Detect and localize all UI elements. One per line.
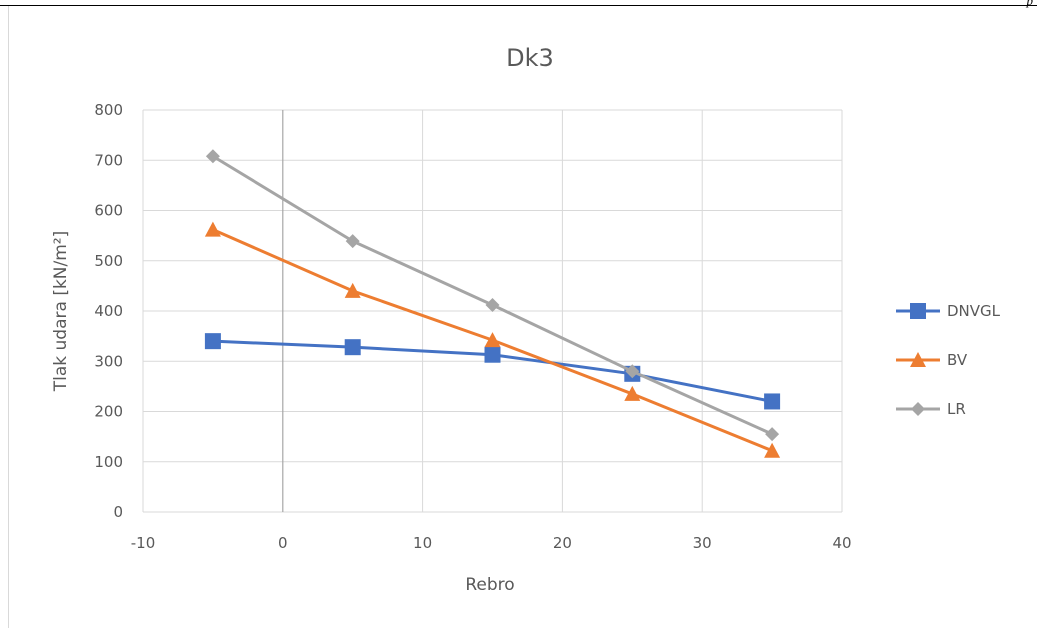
legend-marker-dnvgl <box>910 303 926 319</box>
y-tick-label: 500 <box>94 252 123 270</box>
x-axis-title: Rebro <box>465 575 514 595</box>
y-axis-title: Tlak udara [kN/m²] <box>51 231 71 393</box>
data-point-bv <box>484 332 501 348</box>
data-point-bv <box>624 385 641 401</box>
legend: DNVGL BV LR <box>896 302 1001 418</box>
x-tick-label: 30 <box>693 534 712 552</box>
y-tick-label: 200 <box>94 403 123 421</box>
data-point-lr <box>205 149 220 164</box>
x-tick-label: -10 <box>131 534 156 552</box>
series-lr <box>205 149 780 442</box>
legend-item-dnvgl: DNVGL <box>896 302 1001 320</box>
y-tick-labels: 0 100 200 300 400 500 600 700 800 <box>94 101 123 521</box>
data-point-dnvgl <box>344 339 361 356</box>
legend-marker-bv <box>910 352 926 367</box>
data-point-lr <box>625 364 640 379</box>
series-group <box>204 149 781 458</box>
chart-frame-left-edge <box>8 6 9 628</box>
y-tick-label: 800 <box>94 101 123 119</box>
y-tick-label: 400 <box>94 302 123 320</box>
legend-item-lr: LR <box>896 400 966 418</box>
x-tick-label: 40 <box>832 534 851 552</box>
data-point-bv <box>344 282 361 298</box>
y-tick-label: 600 <box>94 202 123 220</box>
chart-title: Dk3 <box>506 44 554 72</box>
series-line-lr <box>212 154 773 436</box>
data-point-lr <box>765 427 780 442</box>
legend-label-bv: BV <box>947 351 968 369</box>
data-point-dnvgl <box>764 393 781 410</box>
legend-label-lr: LR <box>947 400 966 418</box>
page-corner-mark: p <box>1026 0 1034 8</box>
x-tick-label: 20 <box>553 534 572 552</box>
x-tick-label: 10 <box>413 534 432 552</box>
legend-item-bv: BV <box>896 351 968 369</box>
legend-marker-lr <box>911 402 925 416</box>
data-point-dnvgl <box>204 333 221 350</box>
data-point-bv <box>204 221 221 237</box>
data-point-lr <box>485 297 500 312</box>
data-point-dnvgl <box>484 346 501 363</box>
legend-label-dnvgl: DNVGL <box>947 302 1001 320</box>
x-tick-labels: -10 0 10 20 30 40 <box>131 534 852 552</box>
y-tick-label: 0 <box>113 503 123 521</box>
x-tick-label: 0 <box>278 534 288 552</box>
y-tick-label: 100 <box>94 453 123 471</box>
y-tick-label: 700 <box>94 151 123 169</box>
page-top-rule <box>0 5 1037 6</box>
series-bv <box>204 221 781 458</box>
data-point-bv <box>764 442 781 458</box>
y-tick-label: 300 <box>94 352 123 370</box>
data-point-lr <box>345 234 360 249</box>
